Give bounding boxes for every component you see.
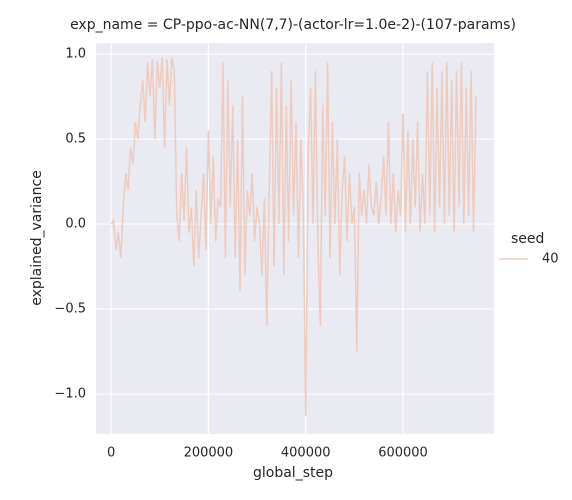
y-tick-label: 1.0 [65, 47, 86, 62]
x-tick-label: 600000 [378, 446, 428, 461]
x-tick-label: 400000 [281, 446, 331, 461]
x-tick-label: 200000 [184, 446, 234, 461]
line-series [110, 57, 477, 417]
legend-title: seed [511, 231, 544, 247]
y-axis-label: explained_variance [29, 170, 45, 306]
y-tick-label: 0.5 [65, 132, 86, 147]
chart-title: exp_name = CP-ppo-ac-NN(7,7)-(actor-lr=1… [70, 17, 516, 33]
legend-label: 40 [542, 252, 559, 267]
y-tick-label: −0.5 [54, 302, 86, 317]
y-tick-label: 0.0 [65, 217, 86, 232]
x-tick-label: 0 [107, 446, 115, 461]
y-tick-label: −1.0 [54, 387, 86, 402]
x-axis-label: global_step [253, 465, 333, 481]
